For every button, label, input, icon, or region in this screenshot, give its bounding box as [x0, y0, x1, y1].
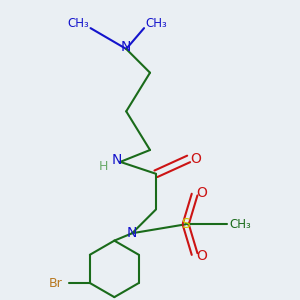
Text: N: N	[121, 40, 131, 55]
Text: O: O	[196, 248, 208, 262]
Text: N: N	[112, 153, 122, 167]
Text: O: O	[196, 186, 208, 200]
Text: CH₃: CH₃	[230, 218, 251, 231]
Text: O: O	[190, 152, 202, 166]
Text: CH₃: CH₃	[145, 17, 167, 30]
Text: CH₃: CH₃	[68, 17, 89, 30]
Text: H: H	[99, 160, 109, 173]
Text: S: S	[181, 217, 190, 231]
Text: Br: Br	[49, 277, 63, 290]
Text: N: N	[127, 226, 137, 240]
